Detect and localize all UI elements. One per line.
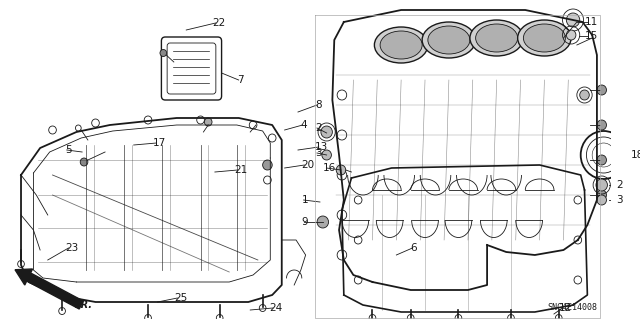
Circle shape [160, 49, 166, 56]
Text: 25: 25 [174, 293, 187, 303]
Ellipse shape [422, 22, 476, 58]
Circle shape [566, 13, 580, 27]
Circle shape [580, 90, 589, 100]
FancyArrow shape [15, 269, 83, 309]
Text: 7: 7 [237, 75, 243, 85]
Text: SNC4E14008: SNC4E14008 [547, 303, 597, 312]
Ellipse shape [518, 20, 571, 56]
Circle shape [597, 120, 607, 130]
Circle shape [262, 160, 272, 170]
Circle shape [336, 165, 346, 175]
Ellipse shape [374, 27, 428, 63]
Text: 9: 9 [302, 217, 308, 227]
Text: 1: 1 [302, 195, 308, 205]
Circle shape [597, 190, 607, 200]
Text: 17: 17 [153, 138, 166, 148]
Text: 20: 20 [301, 160, 314, 170]
Text: 6: 6 [411, 243, 417, 253]
Circle shape [597, 195, 607, 205]
Ellipse shape [476, 24, 518, 52]
Text: FR.: FR. [74, 300, 93, 310]
Circle shape [321, 126, 332, 138]
Ellipse shape [524, 24, 565, 52]
Text: 16: 16 [323, 163, 336, 173]
Text: 23: 23 [65, 243, 78, 253]
Circle shape [204, 118, 212, 126]
Text: 11: 11 [584, 17, 598, 27]
Ellipse shape [428, 26, 470, 54]
Ellipse shape [470, 20, 524, 56]
Text: 2: 2 [315, 123, 322, 133]
Circle shape [597, 85, 607, 95]
Text: 21: 21 [234, 165, 247, 175]
Circle shape [322, 150, 332, 160]
Text: 13: 13 [315, 142, 328, 152]
Text: 15: 15 [584, 31, 598, 41]
Circle shape [597, 155, 607, 165]
Text: 3: 3 [315, 148, 322, 158]
Text: 12: 12 [559, 303, 572, 313]
Text: 3: 3 [616, 195, 623, 205]
Text: 4: 4 [301, 120, 307, 130]
Circle shape [80, 158, 88, 166]
Circle shape [317, 216, 328, 228]
Text: 5: 5 [65, 145, 72, 155]
Text: 8: 8 [315, 100, 322, 110]
Circle shape [566, 30, 576, 40]
Text: 2: 2 [616, 180, 623, 190]
Text: 24: 24 [269, 303, 283, 313]
Ellipse shape [380, 31, 422, 59]
Circle shape [596, 179, 607, 191]
Text: 22: 22 [212, 18, 225, 28]
Text: 18: 18 [630, 150, 640, 160]
